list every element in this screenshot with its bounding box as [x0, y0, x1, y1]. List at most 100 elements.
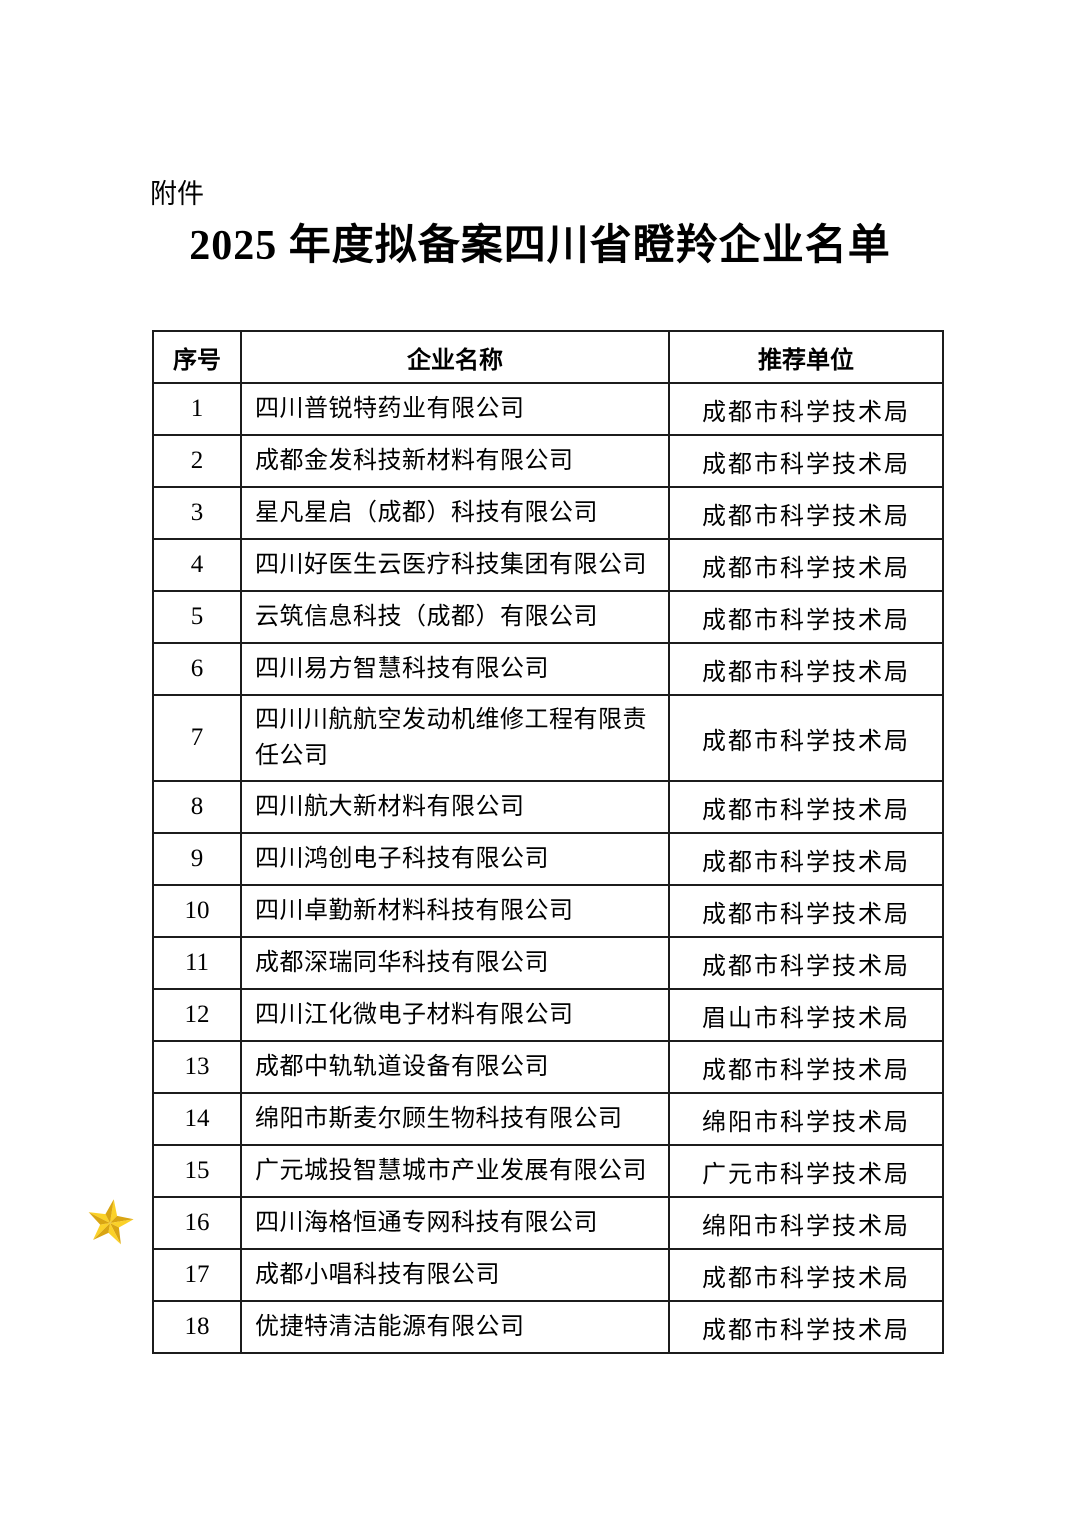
row-number-cell: 4 — [152, 538, 242, 592]
table-row: 17 成都小唱科技有限公司 成都市科学技术局 — [152, 1248, 944, 1302]
row-number: 14 — [184, 1105, 210, 1132]
table-row: 1 四川普锐特药业有限公司 成都市科学技术局 — [152, 382, 944, 436]
recommender-cell: 成都市科学技术局 — [668, 1300, 944, 1354]
table-row: 3 星凡星启（成都）科技有限公司 成都市科学技术局 — [152, 486, 944, 540]
company-name-cell: 四川航大新材料有限公司 — [240, 780, 670, 834]
recommender-cell: 成都市科学技术局 — [668, 884, 944, 938]
recommender-cell: 成都市科学技术局 — [668, 936, 944, 990]
recommender-cell: 成都市科学技术局 — [668, 590, 944, 644]
row-number: 7 — [190, 724, 204, 751]
recommender-cell: 成都市科学技术局 — [668, 642, 944, 696]
recommender-cell: 成都市科学技术局 — [668, 832, 944, 886]
enterprise-table: 序号 企业名称 推荐单位 — [88, 330, 944, 1354]
row-number-cell: 11 — [152, 936, 242, 990]
row-number: 4 — [190, 551, 204, 578]
company-name-cell: 成都小唱科技有限公司 — [240, 1248, 670, 1302]
row-number: 9 — [190, 845, 204, 872]
row-number-cell: 7 — [152, 694, 242, 782]
row-number-cell: 5 — [152, 590, 242, 644]
row-number-cell: 17 — [152, 1248, 242, 1302]
row-number: 15 — [184, 1157, 210, 1184]
row-number-cell: 6 — [152, 642, 242, 696]
table-row: 4 四川好医生云医疗科技集团有限公司 成都市科学技术局 — [152, 538, 944, 592]
header-recommender: 推荐单位 — [668, 330, 944, 384]
company-name-cell: 四川好医生云医疗科技集团有限公司 — [240, 538, 670, 592]
recommender-cell: 绵阳市科学技术局 — [668, 1196, 944, 1250]
recommender-cell: 成都市科学技术局 — [668, 780, 944, 834]
recommender-cell: 成都市科学技术局 — [668, 1040, 944, 1094]
table-body: 1 四川普锐特药业有限公司 成都市科学技术局 — [88, 382, 944, 1354]
row-number-cell: 15 — [152, 1144, 242, 1198]
table-row: 7 四川川航航空发动机维修工程有限责任公司 成都市科学技术局 — [152, 694, 944, 782]
row-number: 12 — [184, 1001, 210, 1028]
row-number: 8 — [190, 793, 204, 820]
company-name-cell: 成都中轨轨道设备有限公司 — [240, 1040, 670, 1094]
recommender-cell: 广元市科学技术局 — [668, 1144, 944, 1198]
table-row: 10 四川卓勤新材料科技有限公司 成都市科学技术局 — [152, 884, 944, 938]
row-number: 16 — [184, 1209, 210, 1236]
table-row: 13 成都中轨轨道设备有限公司 成都市科学技术局 — [152, 1040, 944, 1094]
company-name-cell: 四川海格恒通专网科技有限公司 — [240, 1196, 670, 1250]
recommender-cell: 成都市科学技术局 — [668, 486, 944, 540]
row-number-cell: 3 — [152, 486, 242, 540]
row-number: 2 — [190, 447, 204, 474]
table-row: 6 四川易方智慧科技有限公司 成都市科学技术局 — [152, 642, 944, 696]
row-number-cell: 13 — [152, 1040, 242, 1094]
table-row: 16 四川海格恒通专网科技有限公司 绵阳市科学技术局 — [88, 1196, 944, 1250]
recommender-cell: 绵阳市科学技术局 — [668, 1092, 944, 1146]
page-title: 2025 年度拟备案四川省瞪羚企业名单 — [189, 223, 891, 269]
company-name-cell: 成都金发科技新材料有限公司 — [240, 434, 670, 488]
table-row: 8 四川航大新材料有限公司 成都市科学技术局 — [152, 780, 944, 834]
row-number: 5 — [190, 603, 204, 630]
row-number: 13 — [184, 1053, 210, 1080]
row-number: 11 — [184, 949, 210, 976]
row-number-cell: 1 — [152, 382, 242, 436]
recommender-cell: 成都市科学技术局 — [668, 1248, 944, 1302]
row-number: 17 — [184, 1261, 210, 1288]
table-row: 2 成都金发科技新材料有限公司 成都市科学技术局 — [152, 434, 944, 488]
company-name-cell: 四川江化微电子材料有限公司 — [240, 988, 670, 1042]
row-number-cell: 12 — [152, 988, 242, 1042]
company-name-cell: 成都深瑞同华科技有限公司 — [240, 936, 670, 990]
table-row: 11 成都深瑞同华科技有限公司 成都市科学技术局 — [152, 936, 944, 990]
attachment-label: 附件 — [150, 179, 204, 209]
table-row: 18 优捷特清洁能源有限公司 成都市科学技术局 — [152, 1300, 944, 1354]
row-number: 6 — [190, 655, 204, 682]
row-number-cell: 2 — [152, 434, 242, 488]
company-name-cell: 星凡星启（成都）科技有限公司 — [240, 486, 670, 540]
company-name-cell: 四川鸿创电子科技有限公司 — [240, 832, 670, 886]
header-company: 企业名称 — [240, 330, 670, 384]
table-row: 14 绵阳市斯麦尔顾生物科技有限公司 绵阳市科学技术局 — [152, 1092, 944, 1146]
row-number-cell: 18 — [152, 1300, 242, 1354]
recommender-cell: 成都市科学技术局 — [668, 382, 944, 436]
row-number: 3 — [190, 499, 204, 526]
gold-star-icon — [80, 1193, 139, 1252]
company-name-cell: 四川普锐特药业有限公司 — [240, 382, 670, 436]
row-number: 1 — [190, 395, 204, 422]
recommender-cell: 成都市科学技术局 — [668, 694, 944, 782]
company-name-cell: 四川卓勤新材料科技有限公司 — [240, 884, 670, 938]
table-header-row: 序号 企业名称 推荐单位 — [152, 330, 944, 384]
row-number-cell: 14 — [152, 1092, 242, 1146]
row-number-cell: 10 — [152, 884, 242, 938]
row-number-cell: 8 — [152, 780, 242, 834]
recommender-cell: 成都市科学技术局 — [668, 434, 944, 488]
row-number: 10 — [184, 897, 210, 924]
company-name-cell: 广元城投智慧城市产业发展有限公司 — [240, 1144, 670, 1198]
table-row: 9 四川鸿创电子科技有限公司 成都市科学技术局 — [152, 832, 944, 886]
company-name-cell: 绵阳市斯麦尔顾生物科技有限公司 — [240, 1092, 670, 1146]
row-number-cell: 9 — [152, 832, 242, 886]
company-name-cell: 优捷特清洁能源有限公司 — [240, 1300, 670, 1354]
row-number: 18 — [184, 1313, 210, 1340]
recommender-cell: 成都市科学技术局 — [668, 538, 944, 592]
recommender-cell: 眉山市科学技术局 — [668, 988, 944, 1042]
row-number-cell: 16 — [88, 1196, 242, 1250]
table-row: 15 广元城投智慧城市产业发展有限公司 广元市科学技术局 — [152, 1144, 944, 1198]
table-row: 5 云筑信息科技（成都）有限公司 成都市科学技术局 — [152, 590, 944, 644]
header-no: 序号 — [152, 330, 242, 384]
company-name-cell: 四川易方智慧科技有限公司 — [240, 642, 670, 696]
company-name-cell: 云筑信息科技（成都）有限公司 — [240, 590, 670, 644]
table-row: 12 四川江化微电子材料有限公司 眉山市科学技术局 — [152, 988, 944, 1042]
company-name-cell: 四川川航航空发动机维修工程有限责任公司 — [240, 694, 670, 782]
